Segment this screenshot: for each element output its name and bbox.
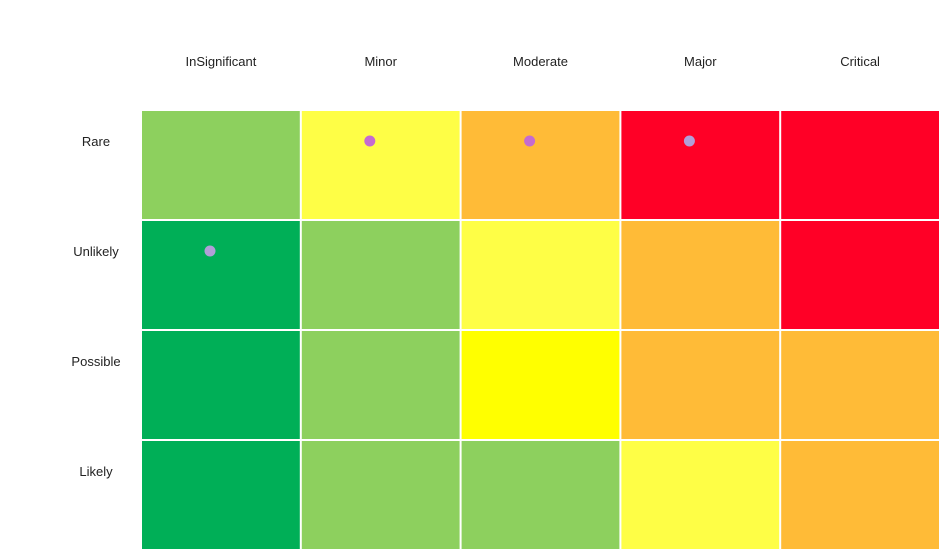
heatmap-cell	[142, 441, 300, 549]
heatmap-cell	[621, 441, 780, 549]
row-label: Unlikely	[73, 244, 119, 259]
heatmap-cell	[621, 111, 780, 219]
heatmap-cell	[781, 331, 939, 439]
column-label: InSignificant	[185, 54, 256, 69]
heatmap-cell	[461, 331, 620, 439]
heatmap-cell	[142, 221, 300, 329]
column-label: Minor	[364, 54, 397, 69]
heatmap-cell	[142, 111, 300, 219]
heatmap-cell	[301, 221, 460, 329]
heatmap-cell	[301, 441, 460, 549]
row-labels: Rare Unlikely Possible Likely	[71, 134, 120, 479]
column-label: Moderate	[513, 54, 568, 69]
heatmap-cell	[781, 111, 939, 219]
heatmap-cell	[461, 441, 620, 549]
heatmap-cell	[301, 331, 460, 439]
risk-marker	[364, 135, 376, 147]
heatmap-cell	[461, 221, 620, 329]
heatmap-cell	[781, 441, 939, 549]
row-label: Likely	[79, 464, 113, 479]
row-label: Possible	[71, 354, 120, 369]
risk-markers	[204, 135, 695, 257]
heatmap-cell	[621, 331, 780, 439]
column-label: Major	[684, 54, 717, 69]
risk-marker	[683, 135, 695, 147]
heatmap-cell	[142, 331, 300, 439]
heatmap-cell	[781, 221, 939, 329]
heatmap-cell	[461, 111, 620, 219]
heatmap-cells	[142, 111, 939, 549]
risk-marker	[524, 135, 536, 147]
risk-marker	[204, 245, 216, 257]
heatmap-cell	[621, 221, 780, 329]
column-labels: InSignificant Minor Moderate Major Critical	[185, 54, 880, 69]
column-label: Critical	[840, 54, 880, 69]
row-label: Rare	[82, 134, 110, 149]
heatmap-cell	[301, 111, 460, 219]
